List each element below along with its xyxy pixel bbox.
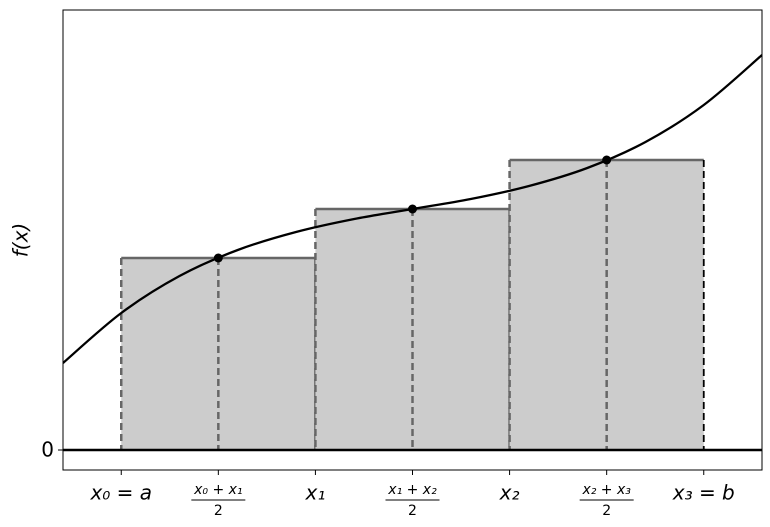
x-tick-label-denominator: 2 — [214, 503, 223, 519]
y-tick-label: 0 — [41, 438, 54, 462]
midpoint-marker — [408, 204, 417, 214]
midpoint-marker — [602, 155, 612, 165]
x-tick-label-numerator: x₀ + x₁ — [193, 482, 242, 498]
x-tick-label-numerator: x₁ + x₂ — [387, 482, 437, 498]
x-tick-label-denominator: 2 — [602, 503, 611, 519]
x-tick-label: x₁ — [304, 481, 325, 505]
y-axis-label: f(x) — [9, 223, 33, 257]
midpoint-marker — [213, 253, 223, 263]
x-tick-label: x₂ — [499, 481, 520, 505]
x-tick-label-denominator: 2 — [408, 503, 417, 519]
x-tick-label-numerator: x₂ + x₃ — [581, 482, 631, 498]
x-tick-label: x₀ = a — [89, 481, 152, 505]
x-tick-label: x₃ = b — [672, 481, 735, 505]
